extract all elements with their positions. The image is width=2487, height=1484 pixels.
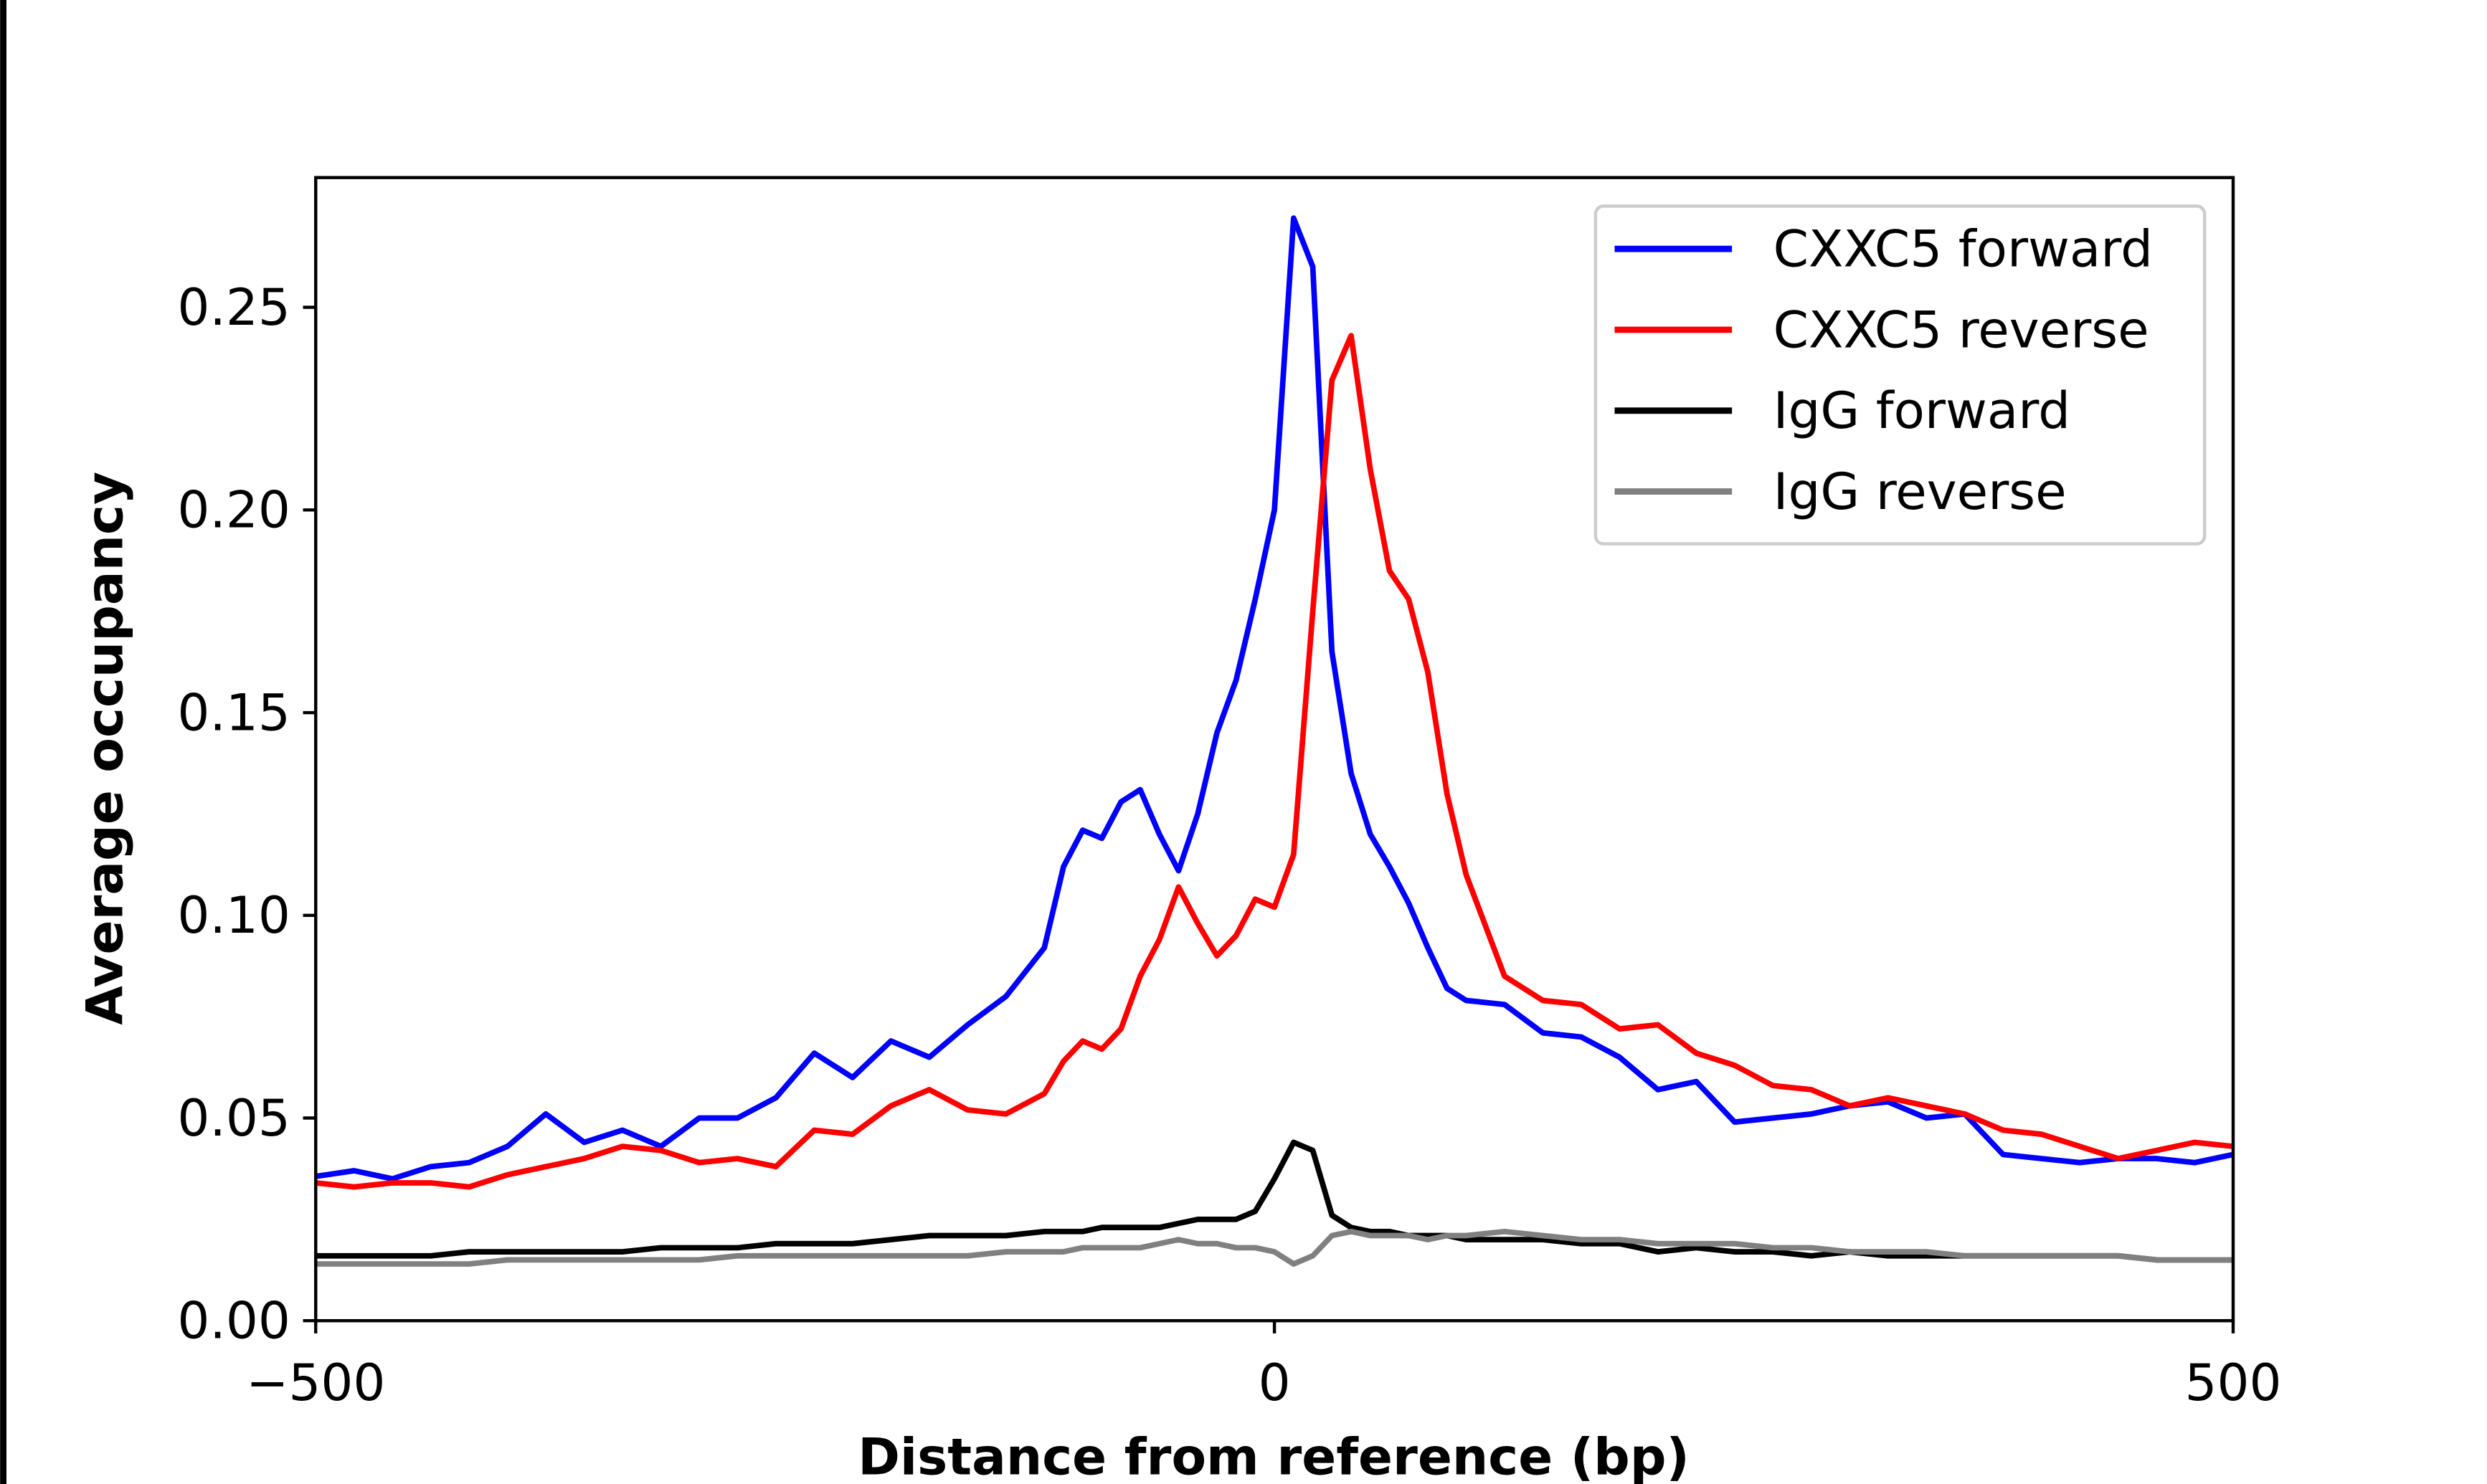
data-line xyxy=(315,333,2234,1190)
legend-box xyxy=(1593,204,2207,546)
y-tick-label: 0.20 xyxy=(177,480,290,540)
data-line xyxy=(315,215,2234,1182)
x-tick-label: 0 xyxy=(1259,1353,1291,1412)
y-axis-label: Average occupancy xyxy=(75,472,134,1025)
y-tick-label: 0.05 xyxy=(177,1088,290,1148)
y-tick-label: 0.00 xyxy=(177,1291,290,1351)
data-line xyxy=(316,1228,2234,1267)
y-tick-label: 0.10 xyxy=(177,885,290,945)
legend-label: CXXC5 forward xyxy=(1773,219,2153,279)
left-edge xyxy=(0,0,7,1484)
x-axis-label: Distance from reference (bp) xyxy=(858,1427,1690,1484)
legend-label: IgG reverse xyxy=(1773,462,2067,521)
y-tick-label: 0.25 xyxy=(177,277,290,337)
legend-label: CXXC5 reverse xyxy=(1773,300,2149,359)
x-tick-label: 500 xyxy=(2184,1353,2281,1412)
y-tick-label: 0.15 xyxy=(177,682,290,742)
x-tick-label: −500 xyxy=(246,1353,385,1412)
legend-label: IgG forward xyxy=(1773,381,2070,440)
